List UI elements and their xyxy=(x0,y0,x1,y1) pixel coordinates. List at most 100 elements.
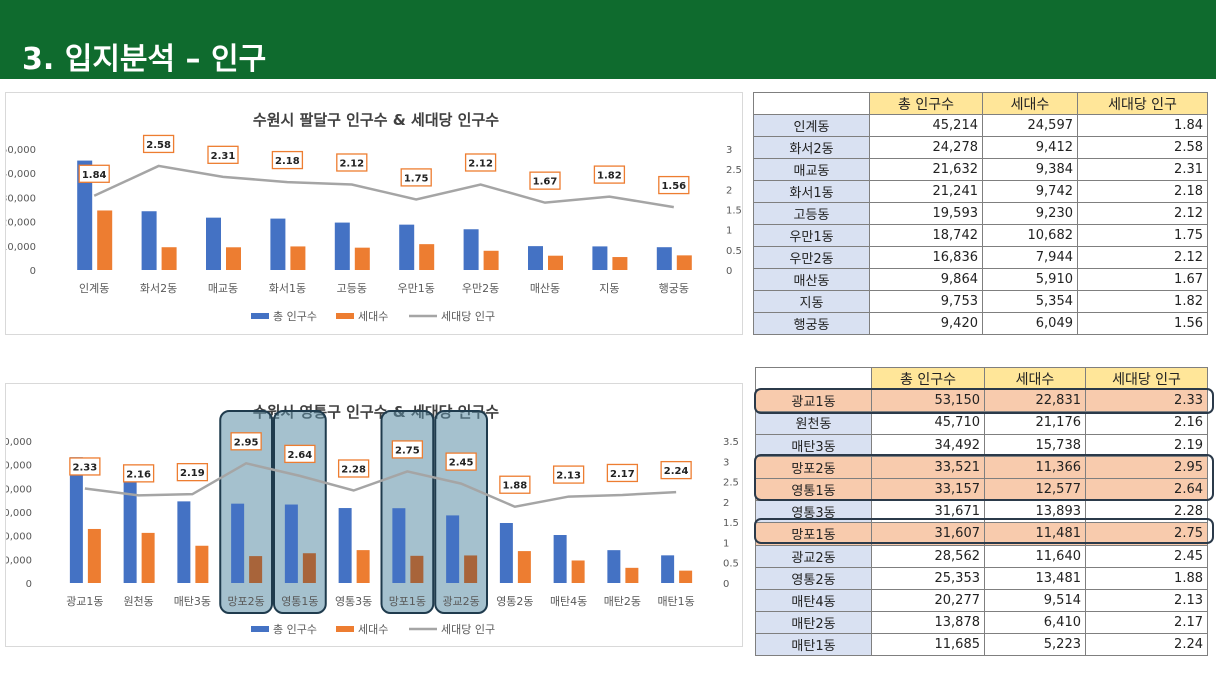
cell-hh: 13,481 xyxy=(984,566,1086,590)
cell-pop: 9,864 xyxy=(869,268,983,291)
cell-hh: 7,944 xyxy=(982,246,1078,269)
data-label: 1.75 xyxy=(404,173,429,184)
cell-hh: 24,597 xyxy=(982,114,1078,137)
cell-name: 광교2동 xyxy=(755,544,872,568)
legend-label-hh: 세대수 xyxy=(358,310,388,323)
cell-pop: 11,685 xyxy=(871,633,985,657)
legend-label-ratio: 세대당 인구 xyxy=(441,310,495,323)
x-tick-label: 매탄1동 xyxy=(657,595,694,608)
y2-tick-label: 2.5 xyxy=(726,165,742,176)
y-tick-label: 10,000 xyxy=(6,242,36,253)
legend-label-hh: 세대수 xyxy=(358,623,388,636)
table-row: 매탄2동 13,878 6,410 2.17 xyxy=(755,611,1208,635)
cell-pop: 33,521 xyxy=(871,455,985,479)
data-label: 1.88 xyxy=(503,481,528,492)
cell-hh: 6,410 xyxy=(984,611,1086,635)
bar-hh-인계동 xyxy=(97,210,113,270)
cell-hh: 11,481 xyxy=(984,522,1086,546)
y2-tick-label: 2 xyxy=(726,185,732,196)
data-label: 2.95 xyxy=(234,437,259,448)
y-tick-label: 40,000 xyxy=(6,169,36,180)
y2-tick-label: 1.5 xyxy=(726,206,742,217)
table-row: 망포1동 31,607 11,481 2.75 xyxy=(755,522,1208,546)
bar-pop-매산동 xyxy=(528,246,543,270)
cell-name: 매탄2동 xyxy=(755,611,872,635)
bar-hh-광교2동 xyxy=(464,555,478,583)
x-tick-label: 매탄3동 xyxy=(174,595,211,608)
cell-pop: 16,836 xyxy=(869,246,983,269)
x-tick-label: 매교동 xyxy=(208,282,238,295)
y2-tick-label: 3.5 xyxy=(723,437,739,448)
bar-pop-행궁동 xyxy=(656,247,672,270)
cell-pop: 34,492 xyxy=(871,433,985,457)
cell-ratio: 2.45 xyxy=(1085,544,1208,568)
x-tick-label: 고등동 xyxy=(337,282,367,295)
cell-name: 화서1동 xyxy=(753,180,870,203)
bar-pop-우만2동 xyxy=(463,229,479,270)
cell-name: 매탄4동 xyxy=(755,588,872,613)
data-label: 1.82 xyxy=(597,171,622,182)
cell-name: 매산동 xyxy=(753,268,870,291)
cell-ratio: 2.13 xyxy=(1085,588,1208,613)
cell-hh: 9,514 xyxy=(984,588,1086,613)
chart-yeongtong-svg: 수원시 영통구 인구수 & 세대당 인구수010,00020,00030,000… xyxy=(0,403,739,636)
y-tick-label: 10,000 xyxy=(6,555,32,566)
x-tick-label: 영통1동 xyxy=(281,595,318,608)
header-ratio: 세대당 인구 xyxy=(1077,92,1208,115)
cell-ratio: 1.82 xyxy=(1077,290,1208,313)
cell-hh: 15,738 xyxy=(984,433,1086,457)
data-label: 2.13 xyxy=(556,471,581,482)
table-paldal: 총 인구수 세대수 세대당 인구 인계동 45,214 24,597 1.84 화서2동… xyxy=(753,92,1208,335)
cell-ratio: 2.24 xyxy=(1085,633,1208,657)
cell-name: 영통1동 xyxy=(755,477,872,502)
cell-pop: 28,562 xyxy=(871,544,985,568)
bar-pop-매탄4동 xyxy=(553,535,567,583)
header-ratio: 세대당 인구 xyxy=(1085,366,1208,391)
data-label: 2.58 xyxy=(146,140,171,151)
bar-pop-화서1동 xyxy=(270,218,286,270)
data-label: 2.18 xyxy=(275,156,300,167)
cell-name: 망포2동 xyxy=(755,455,872,479)
cell-hh: 12,577 xyxy=(984,477,1086,502)
data-label-box xyxy=(400,168,432,187)
data-label-box xyxy=(336,153,368,172)
data-label-box xyxy=(552,465,585,484)
table-row: 매탄4동 20,277 9,514 2.13 xyxy=(755,588,1208,613)
bar-pop-광교2동 xyxy=(446,515,460,583)
highlight-box-광교2동 xyxy=(434,410,488,614)
y2-tick-label: 3 xyxy=(723,457,729,468)
bar-pop-영통3동 xyxy=(338,508,352,583)
highlight-outline-gwanggyo1 xyxy=(754,388,1214,414)
data-label: 2.24 xyxy=(664,466,689,477)
bar-hh-지동 xyxy=(612,257,628,270)
data-label-box xyxy=(464,153,497,172)
bar-hh-매탄3동 xyxy=(195,545,209,583)
y2-tick-label: 2.5 xyxy=(723,478,739,489)
cell-hh: 10,682 xyxy=(982,224,1078,247)
data-label-box xyxy=(445,452,477,471)
bar-pop-매교동 xyxy=(206,217,221,270)
cell-name: 영통2동 xyxy=(755,566,872,590)
y-tick-label: 50,000 xyxy=(6,461,32,472)
x-tick-label: 광교1동 xyxy=(66,595,103,608)
cell-hh: 5,223 xyxy=(984,633,1086,657)
line-ratio xyxy=(93,164,675,209)
data-label: 2.75 xyxy=(395,445,420,456)
cell-ratio: 2.12 xyxy=(1077,246,1208,269)
chart-paldal-svg: 수원시 팔달구 인구수 & 세대당 인구수 0 10,000 20,000 30,000… xyxy=(1,111,742,323)
table-header-row: 총 인구수 세대수 세대당 인구 xyxy=(753,92,1208,115)
cell-name: 지동 xyxy=(753,290,870,313)
bar-hh-영통1동 xyxy=(302,553,316,583)
bar-hh-화서1동 xyxy=(290,246,306,270)
cell-hh: 5,354 xyxy=(982,290,1078,313)
y2-tick-label: 1 xyxy=(726,226,732,237)
cell-ratio: 2.75 xyxy=(1085,522,1208,546)
table-body: 인계동 45,214 24,597 1.84 화서2동 24,278 9,412 2.58 매교… xyxy=(753,114,1208,335)
cell-name: 매교동 xyxy=(753,158,870,181)
cell-hh: 9,742 xyxy=(982,180,1078,203)
data-label: 2.64 xyxy=(288,450,313,461)
y-tick-label: 50,000 xyxy=(6,145,36,156)
highlight-outline-mangpo1 xyxy=(754,518,1214,544)
bar-pop-매탄3동 xyxy=(177,501,191,583)
x-tick-label: 망포1동 xyxy=(389,595,426,608)
